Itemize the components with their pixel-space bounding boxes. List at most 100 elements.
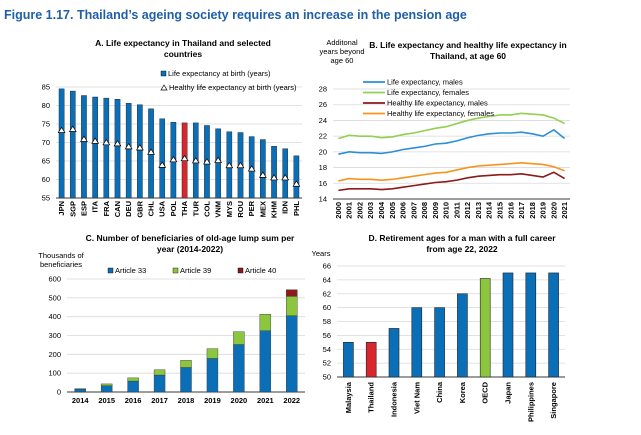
panel-d-bar-Viet Nam <box>411 307 423 378</box>
panel-d-bar-Thailand <box>365 342 377 378</box>
panel-a-legend-triangle-swatch <box>160 84 168 91</box>
panel-c-bar-2016-1 <box>127 377 139 382</box>
panel-d-x-tick-label: Korea <box>458 381 467 403</box>
panel-b-x-tick-label: 2018 <box>528 202 537 219</box>
panel-c-bar-2015-0 <box>100 385 113 393</box>
panel-a-y-tick-label: 85 <box>42 83 50 92</box>
panel-a-title: A. Life expectancy in Thailand and selec… <box>95 38 271 48</box>
panel-a-bar-ESP <box>81 95 87 199</box>
panel-b-x-tick-label: 2002 <box>355 202 364 219</box>
panel-b-x-tick-label: 2015 <box>495 202 504 219</box>
panel-b-x-tick-label: 2008 <box>420 202 429 219</box>
panel-a-triangle-DEU <box>124 142 133 150</box>
panel-a-triangle-MEX <box>258 171 267 178</box>
panel-a-y-tick-label: 60 <box>42 175 50 184</box>
panel-a-triangle-PHL <box>292 180 301 187</box>
panel-d-y-tick-label: 56 <box>323 331 331 340</box>
panel-a-bar-DEU <box>125 103 132 199</box>
panel-d-y-axis-label: Years <box>312 249 331 258</box>
panel-b-x-tick-label: 2014 <box>485 201 494 219</box>
panel-b-line-2 <box>338 171 566 192</box>
panel-a-triangle-COL <box>203 158 211 165</box>
panel-c-bar-2014-0 <box>74 388 86 393</box>
figure-title: Figure 1.17. Thailand’s ageing society r… <box>4 8 467 22</box>
panel-a-triangle-THA <box>180 154 189 162</box>
panel-a-x-tick-label: CAN <box>113 201 122 217</box>
panel-d-bar-Singapore <box>548 272 559 378</box>
panel-b-y-tick-label: 18 <box>319 163 327 172</box>
panel-b-y-tick-label: 20 <box>319 147 327 156</box>
panel-b-y-axis-label: age 60 <box>331 56 354 65</box>
panel-c-x-tick-label: 2019 <box>204 396 221 405</box>
panel-a-triangle-ESP <box>80 135 88 142</box>
panel-c-bar-2022-1 <box>286 296 298 316</box>
panel-b-title: B. Life expectancy and healthy life expe… <box>369 40 566 50</box>
panel-a-x-tick-label: KHM <box>270 201 279 218</box>
panel-d-title: from age 22, 2022 <box>426 244 498 254</box>
panel-a-legend-label: Healthy life expectancy at birth (years) <box>169 83 297 92</box>
panel-d-x-tick-label: OECD <box>481 381 490 403</box>
panel-a-x-tick-label: ROU <box>236 201 245 218</box>
panel-d-x-tick-label: Indonesia <box>390 381 399 417</box>
panel-d-y-tick-label: 66 <box>323 262 331 271</box>
panel-a-x-tick-label: IDN <box>281 201 290 214</box>
panel-a-triangle-ROU <box>236 161 245 169</box>
panel-b-line-0 <box>338 128 566 155</box>
panel-d-bar-Philippines <box>525 272 537 378</box>
panel-b-x-tick-label: 2004 <box>377 201 386 219</box>
panel-a-x-tick-label: USA <box>158 200 167 216</box>
panel-b-y-tick-label: 24 <box>319 116 327 125</box>
panel-a-legend-bar-swatch <box>160 70 167 77</box>
panel-b-x-tick-label: 2016 <box>506 202 515 219</box>
panel-b-title: Thailand, at age 60 <box>430 51 506 61</box>
panel-a-title: countries <box>164 49 203 59</box>
panel-a-x-tick-label: PHL <box>292 201 301 216</box>
panel-a-y-tick-label: 80 <box>42 101 50 110</box>
panel-a-legend-label: Life expectancy at birth (years) <box>168 69 271 78</box>
panel-b-x-tick-label: 2006 <box>399 202 408 219</box>
panel-c-bar-2017-1 <box>153 369 166 376</box>
panel-c-legend-label: Article 39 <box>180 266 211 275</box>
panel-a-x-tick-label: DEU <box>124 201 133 217</box>
panel-c-y-tick-label: 500 <box>48 293 61 302</box>
panel-c-title: C. Number of beneficiaries of old-age lu… <box>86 233 295 243</box>
panel-d-bar-OECD <box>479 278 491 378</box>
panel-d-y-tick-label: 54 <box>323 345 331 354</box>
panel-c-x-tick-label: 2022 <box>283 396 300 405</box>
panel-c-bar-2019-1 <box>206 348 219 359</box>
panel-c-x-tick-label: 2021 <box>257 396 274 405</box>
panel-d-title: D. Retirement ages for a man with a full… <box>368 233 556 243</box>
panel-b-y-tick-label: 16 <box>319 179 327 188</box>
panel-a-x-tick-label: FRA <box>102 200 111 216</box>
panel-a-bar-PHL <box>293 155 300 199</box>
panel-d-y-tick-label: 64 <box>323 275 331 284</box>
panel-c-title: year (2014-2022) <box>157 244 223 254</box>
panel-d-bar-China <box>434 307 445 378</box>
panel-b-x-tick-label: 2005 <box>388 202 397 219</box>
panel-b-x-tick-label: 2000 <box>334 202 343 219</box>
panel-c-legend-swatch <box>172 267 179 274</box>
panel-c-bar-2016-0 <box>127 380 139 393</box>
panel-d-y-tick-label: 60 <box>323 303 331 312</box>
panel-a-x-tick-label: MEX <box>258 201 267 217</box>
panel-b-x-tick-label: 2001 <box>345 202 354 219</box>
panel-a-triangle-FRA <box>102 138 111 146</box>
panel-b-x-tick-label: 2012 <box>463 202 472 219</box>
panel-c-legend-label: Article 40 <box>245 266 276 275</box>
panel-a-triangle-JPN <box>57 126 66 133</box>
panel-b-x-tick-label: 2013 <box>474 202 483 219</box>
panel-a-x-tick-label: GBR <box>135 200 144 217</box>
panel-a-x-tick-label: POL <box>169 201 178 217</box>
panel-a-bar-JPN <box>58 88 65 199</box>
panel-c-bar-2022-2 <box>286 289 298 297</box>
panel-c-legend-swatch <box>107 267 114 274</box>
panel-b-y-axis-label: Additonal <box>326 38 358 47</box>
panel-b-y-tick-label: 26 <box>319 100 327 109</box>
panel-d-bar-Malaysia <box>343 342 354 378</box>
panel-a-y-tick-label: 65 <box>42 157 50 166</box>
panel-a-triangle-ITA <box>91 137 100 144</box>
panel-b-x-tick-label: 2011 <box>452 202 461 218</box>
panel-a-triangle-POL <box>169 155 178 163</box>
panel-a-bar-MEX <box>260 139 266 199</box>
